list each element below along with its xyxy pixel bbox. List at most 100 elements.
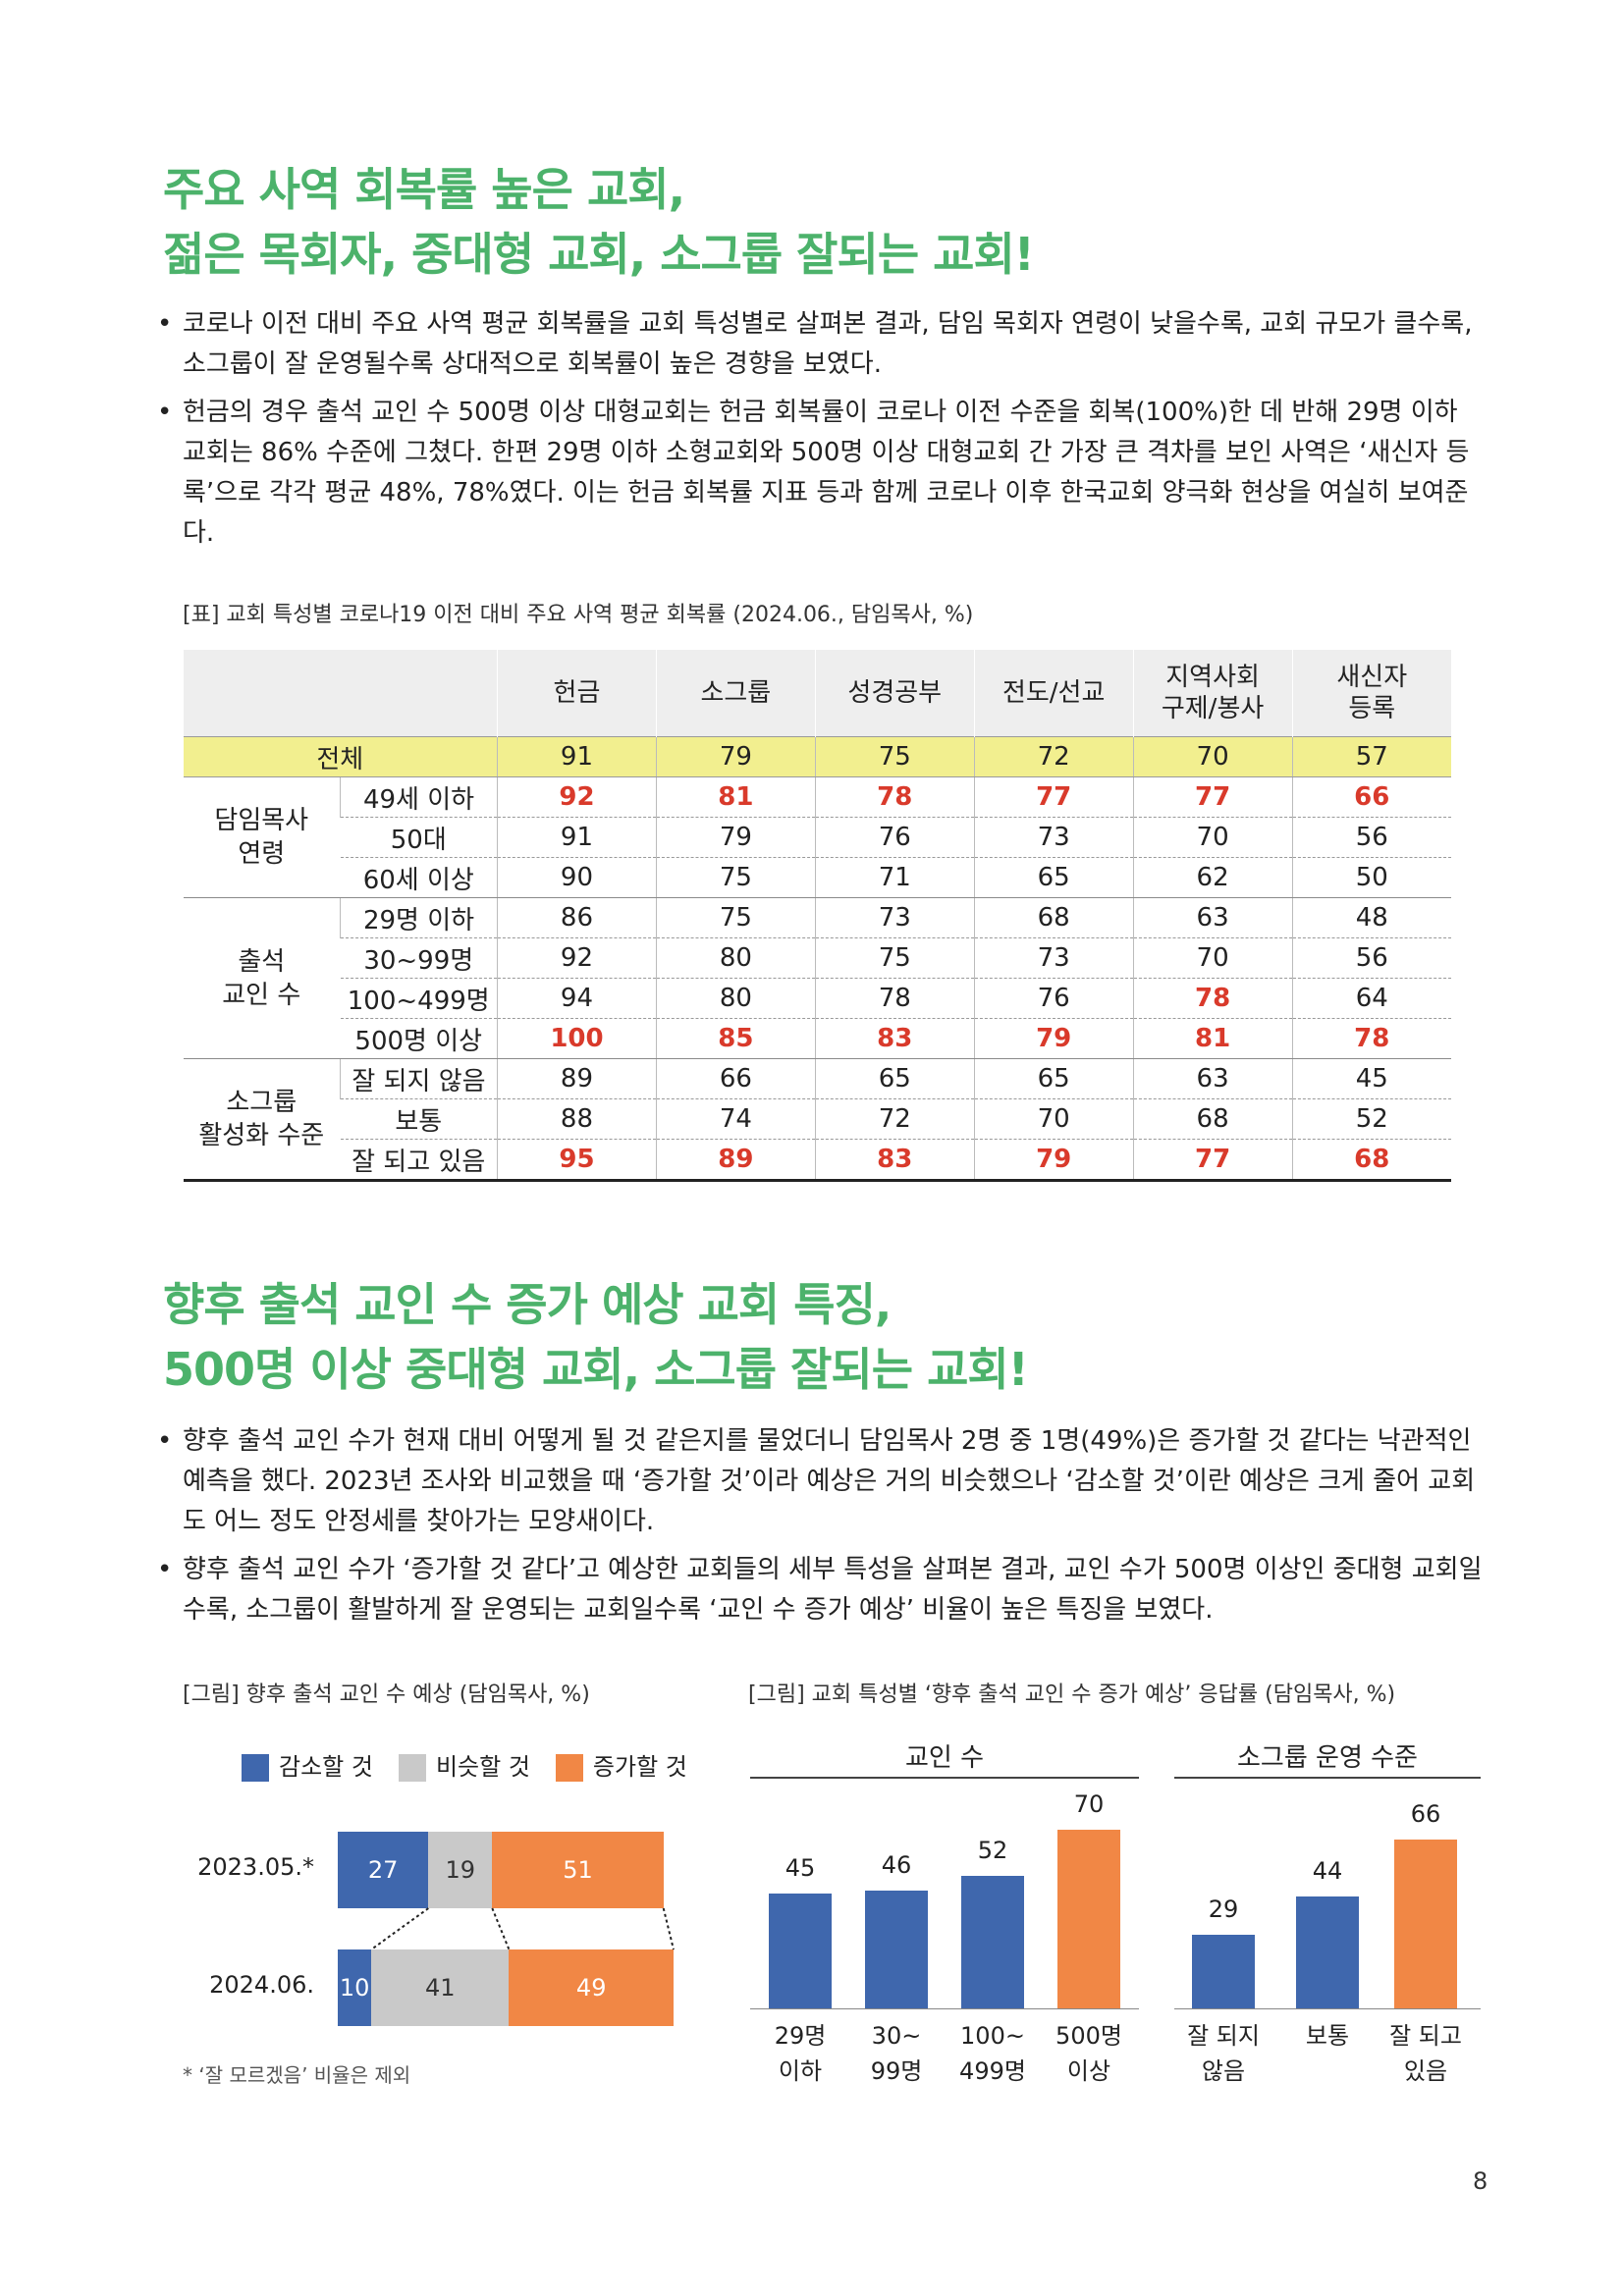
bar [1057,1830,1120,2008]
table-cell: 90 [497,857,657,898]
table-cell: 78 [1291,1018,1451,1059]
category-label: 2024.06. [209,1971,314,1999]
table-cell: 73 [973,817,1134,858]
chart-baseline [750,2008,1139,2009]
connector-lines [370,1907,675,1950]
row-label: 잘 되지 않음 [340,1058,498,1099]
legend-label: 감소할 것 [279,1753,373,1781]
bar [1296,1896,1359,2008]
right-chart-caption: [그림] 교회 특성별 ‘향후 출석 교인 수 증가 예상’ 응답률 (담임목사… [748,1682,1396,1707]
table-cell: 50 [1291,857,1451,898]
group-title-underline [750,1777,1139,1779]
bar [769,1894,832,2008]
section2-title: 향후 출석 교인 수 증가 예상 교회 특징, 500명 이상 중대형 교회, … [163,1272,1029,1402]
table-cell: 79 [973,1018,1134,1059]
data-label: 45 [784,1854,816,1882]
stacked-bar-segment: 27 [338,1832,429,1908]
table-cell: 89 [655,1139,816,1182]
table-cell: 77 [973,776,1134,818]
table-cell: 65 [814,1058,975,1099]
table-header-cell: 성경공부 [814,650,975,737]
table-cell: 72 [814,1098,975,1140]
group-title-underline [1174,1777,1481,1779]
legend-item: 감소할 것 [242,1753,373,1782]
table-row: 60세 이상 90 75 71 65 62 50 [184,857,1451,898]
row-label: 잘 되고 있음 [340,1139,498,1182]
table-cell: 65 [973,857,1134,898]
page-number: 8 [1473,2167,1488,2195]
table-row-total: 전체 91 79 75 72 70 57 [183,736,1451,777]
bullet-item: 코로나 이전 대비 주요 사역 평균 회복률을 교회 특성별로 살펴본 결과, … [157,304,1483,385]
row-label: 전체 [183,736,498,777]
table-cell: 77 [1132,1139,1293,1182]
legend-item: 증가할 것 [555,1753,687,1782]
table-cell: 80 [655,937,816,979]
table-cell: 74 [655,1098,816,1140]
table-cell: 65 [973,1058,1134,1099]
table-header-cell: 헌금 [497,650,657,737]
table-cell: 91 [497,736,657,777]
chart-group-title: 교인 수 [904,1743,985,1773]
data-label: 66 [1410,1800,1441,1829]
stacked-bar-segment: 19 [428,1832,493,1908]
table-cell: 81 [655,776,816,818]
footnote: * ‘잘 모르겠음’ 비율은 제외 [183,2063,411,2087]
table-cell: 56 [1291,937,1451,979]
data-label: 10 [339,1974,370,2002]
connector-line [491,1907,511,1950]
category-label: 500명 이상 [1055,2022,1122,2085]
category-label: 100~ 499명 [959,2022,1026,2085]
row-label: 100~499명 [340,978,498,1019]
table-cell: 76 [973,978,1134,1019]
category-label: 2023.05.* [197,1853,314,1881]
table-cell: 88 [497,1098,657,1140]
table-cell: 62 [1132,857,1293,898]
table-cell: 76 [814,817,975,858]
table-cell: 78 [814,776,975,818]
table-cell: 56 [1291,817,1451,858]
table-cell: 70 [1132,937,1293,979]
table-cell: 63 [1132,897,1293,938]
table-cell: 77 [1132,776,1293,818]
section2-title-line2: 500명 이상 중대형 교회, 소그룹 잘되는 교회! [163,1343,1029,1396]
section2-bullets: 향후 출석 교인 수가 현재 대비 어떻게 될 것 같은지를 물었더니 담임목사… [157,1421,1483,1638]
section2-title-line1: 향후 출석 교인 수 증가 예상 교회 특징, [163,1278,892,1331]
table-cell: 63 [1132,1058,1293,1099]
table-cell: 52 [1291,1098,1451,1140]
section1-title: 주요 사역 회복률 높은 교회, 젊은 목회자, 중대형 교회, 소그룹 잘되는… [163,157,1035,287]
table-cell: 78 [1132,978,1293,1019]
data-label: 19 [445,1856,476,1884]
table-row: 보통 88 74 72 70 68 52 [184,1098,1451,1140]
category-label: 29명 이하 [774,2022,827,2085]
table-row: 출석 교인 수 29명 이하 86 75 73 68 63 48 [183,897,1451,1059]
table-cell: 70 [1132,736,1293,777]
legend-swatch [555,1754,583,1782]
table-cell: 89 [497,1058,657,1099]
chart-baseline [1174,2008,1481,2009]
section1-title-line1: 주요 사역 회복률 높은 교회, [163,163,685,216]
section1-title-line2: 젊은 목회자, 중대형 교회, 소그룹 잘되는 교회! [163,228,1035,281]
table-cell: 80 [655,978,816,1019]
row-group-label: 소그룹 활성화 수준 [183,1058,341,1182]
legend-label: 증가할 것 [592,1753,687,1781]
category-label: 30~ 99명 [870,2022,923,2085]
section1-bullets: 코로나 이전 대비 주요 사역 평균 회복률을 교회 특성별로 살펴본 결과, … [157,304,1483,561]
data-label: 41 [425,1974,456,2002]
table-row: 30~99명 92 80 75 73 70 56 [184,937,1451,979]
table-cell: 78 [814,978,975,1019]
data-label: 70 [1073,1790,1105,1818]
table-cell: 68 [973,897,1134,938]
table-cell: 64 [1291,978,1451,1019]
table-cell: 81 [1132,1018,1293,1059]
data-label: 29 [1208,1895,1239,1923]
legend-swatch [398,1754,426,1782]
bullet-item: 향후 출석 교인 수가 현재 대비 어떻게 될 것 같은지를 물었더니 담임목사… [157,1421,1483,1542]
table-row: 50대 91 79 76 73 70 56 [184,817,1451,858]
table-cell: 68 [1132,1098,1293,1140]
bar [1192,1934,1255,2008]
table-cell: 66 [655,1058,816,1099]
data-label: 52 [977,1836,1008,1864]
chart-group-title: 소그룹 운영 수준 [1237,1743,1418,1773]
stacked-bar-segment: 10 [338,1949,372,2026]
bar [1394,1840,1457,2008]
